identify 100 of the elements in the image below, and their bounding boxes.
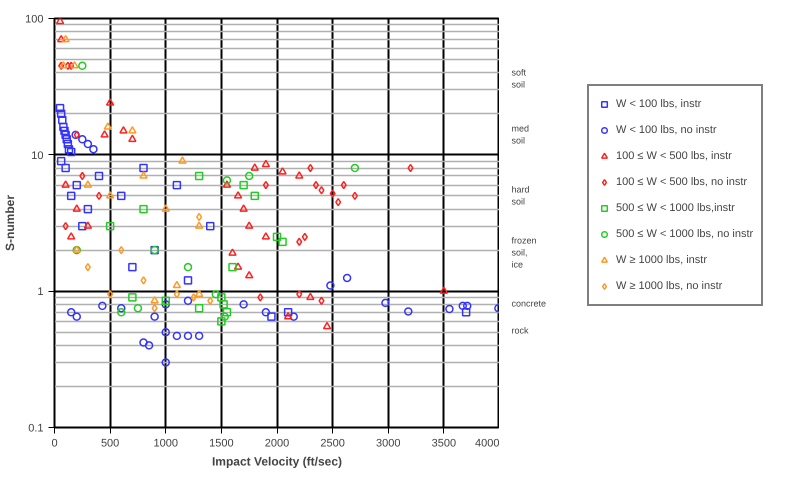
point bbox=[206, 222, 214, 230]
point bbox=[289, 312, 298, 321]
point bbox=[144, 341, 154, 350]
point bbox=[152, 304, 158, 312]
point bbox=[178, 156, 187, 164]
point bbox=[106, 222, 114, 230]
point bbox=[244, 221, 254, 229]
point bbox=[96, 192, 102, 200]
point bbox=[84, 180, 92, 188]
y-axis-title: S-number bbox=[3, 194, 18, 251]
legend-label: 100 ≤ W < 500 lbs, instr bbox=[616, 150, 732, 162]
point bbox=[84, 204, 92, 214]
point bbox=[330, 189, 336, 198]
point bbox=[342, 274, 352, 282]
point bbox=[106, 191, 114, 199]
point bbox=[244, 270, 254, 278]
point bbox=[72, 180, 81, 190]
point bbox=[257, 293, 264, 302]
point bbox=[335, 198, 342, 206]
point bbox=[162, 328, 170, 336]
legend-label: W < 100 lbs, no instr bbox=[616, 124, 717, 136]
point bbox=[56, 104, 64, 112]
point bbox=[239, 300, 248, 309]
legend-label: 500 ≤ W < 1000 lbs,instr bbox=[616, 202, 735, 214]
point bbox=[66, 308, 76, 317]
point bbox=[59, 122, 68, 132]
point bbox=[94, 172, 104, 180]
point bbox=[312, 180, 320, 190]
point bbox=[228, 248, 237, 256]
point bbox=[56, 156, 66, 166]
point bbox=[128, 262, 137, 272]
point bbox=[278, 238, 287, 246]
point bbox=[72, 204, 81, 212]
x-tick-label: 4000 bbox=[475, 438, 500, 450]
point bbox=[66, 232, 76, 240]
point bbox=[222, 308, 232, 317]
text: concrete bbox=[512, 298, 546, 308]
y-tick-label: 10 bbox=[31, 150, 44, 162]
point bbox=[407, 164, 414, 172]
point bbox=[64, 62, 71, 70]
point bbox=[284, 312, 292, 320]
legend-label: W < 100 lbs, instr bbox=[616, 98, 702, 110]
point bbox=[64, 144, 74, 154]
point bbox=[61, 180, 70, 188]
point bbox=[318, 296, 325, 306]
point bbox=[172, 280, 182, 288]
point bbox=[217, 293, 226, 302]
point bbox=[194, 221, 204, 229]
point bbox=[134, 304, 142, 312]
point bbox=[62, 222, 69, 230]
x-tick-label: 1500 bbox=[209, 438, 234, 450]
point bbox=[262, 232, 270, 240]
point bbox=[89, 144, 98, 154]
point bbox=[74, 130, 80, 140]
x-tick-label: 2500 bbox=[320, 438, 345, 450]
point bbox=[222, 180, 232, 188]
point bbox=[162, 300, 170, 309]
point bbox=[79, 172, 86, 180]
point bbox=[184, 296, 192, 306]
point bbox=[128, 126, 137, 134]
point bbox=[322, 322, 332, 330]
point bbox=[139, 204, 148, 214]
point bbox=[352, 192, 358, 200]
point bbox=[217, 317, 226, 326]
point bbox=[244, 172, 254, 180]
point bbox=[72, 312, 81, 321]
legend-label: 500 ≤ W < 1000 lbs, no instr bbox=[616, 228, 754, 240]
point bbox=[117, 308, 126, 317]
point bbox=[234, 191, 242, 199]
x-tick-label: 3500 bbox=[432, 438, 456, 450]
y-tick-label: 0.1 bbox=[28, 422, 44, 434]
point bbox=[250, 163, 259, 171]
text: rock bbox=[512, 326, 529, 336]
point bbox=[84, 262, 91, 272]
point bbox=[239, 180, 248, 190]
point bbox=[272, 232, 282, 242]
x-tick-label: 1000 bbox=[154, 438, 178, 450]
point bbox=[212, 290, 220, 298]
point bbox=[262, 308, 270, 317]
point bbox=[139, 338, 148, 347]
point bbox=[296, 290, 302, 298]
point bbox=[278, 167, 287, 175]
point bbox=[184, 332, 192, 340]
point bbox=[128, 134, 137, 142]
point bbox=[139, 171, 148, 179]
point bbox=[307, 164, 314, 172]
point bbox=[59, 60, 68, 69]
point bbox=[340, 180, 347, 190]
point bbox=[404, 307, 413, 316]
point bbox=[219, 300, 228, 309]
point bbox=[58, 62, 64, 70]
point bbox=[107, 290, 114, 298]
point bbox=[194, 332, 204, 340]
text: hard soil bbox=[512, 184, 530, 206]
point bbox=[184, 262, 192, 272]
point bbox=[61, 164, 70, 172]
point bbox=[150, 296, 159, 304]
point bbox=[68, 62, 74, 70]
point bbox=[284, 308, 292, 317]
point bbox=[56, 34, 66, 42]
